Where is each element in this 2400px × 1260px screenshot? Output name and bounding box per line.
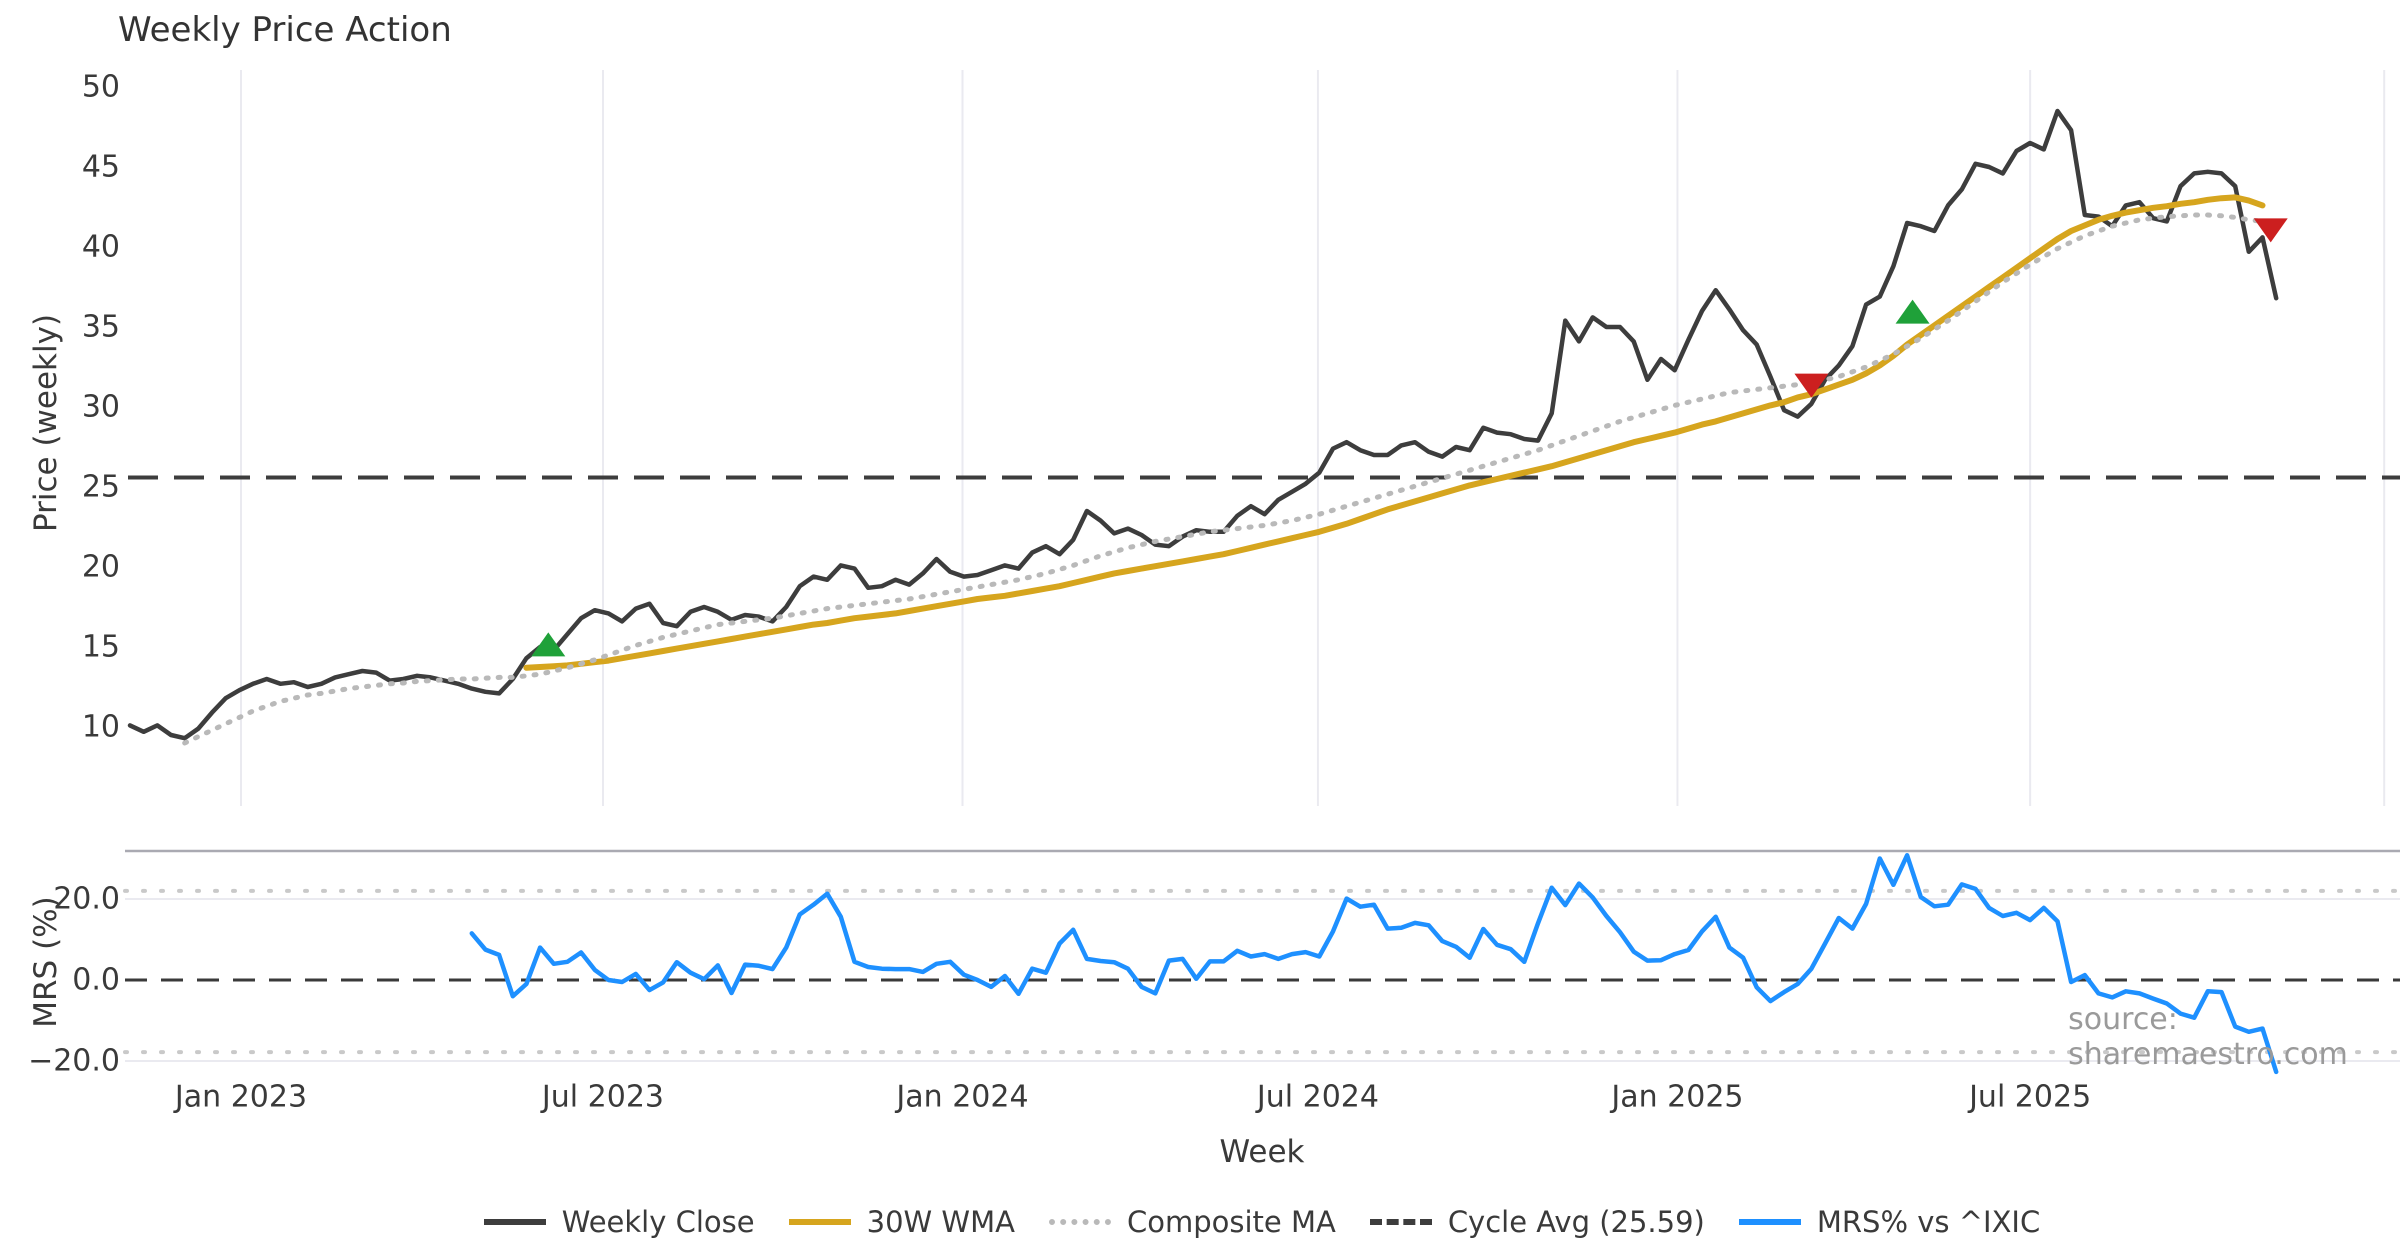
x-tick-label: Jan 2023: [174, 1079, 308, 1115]
legend-label: Weekly Close: [561, 1205, 755, 1239]
x-tick-label: Jan 2024: [896, 1079, 1029, 1115]
price-axis-label: Price (weekly): [28, 313, 64, 533]
x-tick-label: Jan 2025: [1611, 1079, 1744, 1115]
legend-swatch: [1369, 1219, 1432, 1225]
price-tick-label: 45: [81, 149, 120, 185]
price-tick-label: 30: [81, 389, 120, 425]
price-tick-label: 15: [81, 629, 120, 665]
legend: Weekly Close 30W WMA Composite MA Cycle Avg…: [0, 1205, 2400, 1239]
legend-item-cycle-avg-25-59-: Cycle Avg (25.59): [1369, 1205, 1705, 1239]
series-30w-wma: [523, 194, 2266, 671]
mrs-axis-label: MRS (%): [28, 896, 64, 1028]
mrs-tick-label: 0.0: [72, 962, 120, 998]
x-axis-label: Week: [1219, 1134, 1305, 1170]
series-weekly-close: [127, 108, 2279, 741]
legend-swatch: [483, 1219, 546, 1225]
legend-label: Composite MA: [1126, 1205, 1336, 1239]
price-tick-label: 50: [81, 69, 120, 105]
series-mrs-vs-ixic: [469, 853, 2279, 1075]
price-tick-label: 20: [81, 549, 120, 585]
price-tick-label: 25: [81, 469, 120, 505]
legend-label: Cycle Avg (25.59): [1447, 1205, 1705, 1239]
mrs-tick-label: 20.0: [53, 881, 120, 917]
x-tick-label: Jul 2023: [541, 1079, 665, 1115]
legend-item-mrs-vs-ixic: MRS% vs ^IXIC: [1738, 1205, 2041, 1239]
legend-swatch: [1048, 1219, 1111, 1225]
mrs-tick-label: −20.0: [28, 1043, 120, 1079]
legend-label: MRS% vs ^IXIC: [1816, 1205, 2041, 1239]
series-composite-ma: [182, 212, 2265, 746]
price-tick-label: 40: [81, 229, 120, 265]
source-watermark: source: sharemaestro.com: [2068, 1002, 2348, 1072]
legend-swatch: [1738, 1219, 1801, 1225]
sell-signal-marker: [1794, 373, 1829, 398]
legend-item-composite-ma: Composite MA: [1048, 1205, 1336, 1239]
buy-signal-marker: [1895, 299, 1930, 324]
x-tick-label: Jul 2024: [1256, 1079, 1379, 1115]
legend-swatch: [788, 1219, 851, 1225]
sell-signal-marker: [2253, 218, 2288, 243]
chart-title: Weekly Price Action: [118, 10, 452, 50]
legend-item-30w-wma: 30W WMA: [788, 1205, 1015, 1239]
legend-item-weekly-close: Weekly Close: [483, 1205, 755, 1239]
price-tick-label: 35: [81, 309, 120, 345]
price-tick-label: 10: [81, 709, 120, 745]
x-tick-label: Jul 2025: [1969, 1079, 2092, 1115]
buy-signal-marker: [531, 632, 566, 657]
legend-label: 30W WMA: [866, 1205, 1015, 1239]
